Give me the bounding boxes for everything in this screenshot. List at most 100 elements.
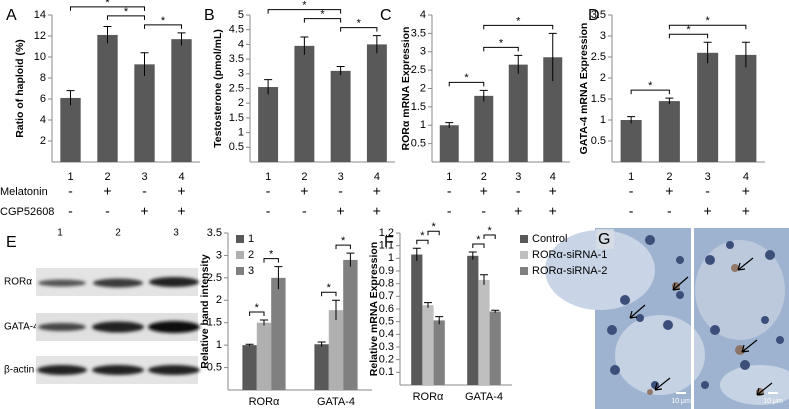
x-tick-label: RORα — [249, 396, 280, 408]
significance-bracket — [483, 24, 554, 30]
error-bar — [412, 247, 421, 261]
y-tick-label: 0.5 — [379, 316, 394, 328]
x-tick-label: 2 — [481, 171, 487, 183]
error-bar — [274, 266, 283, 290]
row-label: Melatonin — [0, 186, 48, 198]
significance-bracket — [668, 24, 747, 30]
error-bar — [741, 41, 750, 68]
significance-bracket — [107, 15, 145, 20]
lane-label: 3 — [173, 228, 179, 239]
sign: + — [549, 203, 557, 219]
y-tick-label: 3 — [420, 46, 426, 58]
significance-label: * — [705, 15, 710, 27]
bar — [474, 95, 494, 162]
sign: - — [481, 203, 486, 219]
significance-bracket — [249, 311, 265, 317]
y-tick-label: 0.7 — [379, 290, 394, 302]
sign: + — [177, 203, 185, 219]
bar — [330, 70, 351, 162]
western-blot: 1 2 3 RORα GATA-4 β-actin — [4, 228, 200, 384]
significance-bracket — [303, 18, 342, 23]
y-tick-label: 0.6 — [379, 303, 394, 315]
x-tick-label: 1 — [446, 171, 452, 183]
error-bar — [627, 116, 636, 124]
scale-bar-label: 10 μm — [763, 398, 783, 405]
error-bar — [332, 299, 340, 321]
y-tick-label: 10 — [34, 51, 46, 63]
y-tick-label: 0.5 — [229, 141, 244, 153]
y-tick-label: 5 — [238, 9, 244, 21]
panel-label: D — [588, 7, 600, 24]
y-axis-label: Testosterone (pmol/mL) — [212, 29, 224, 148]
error-bar — [245, 343, 254, 347]
y-tick-label: 0.3 — [379, 341, 394, 353]
y-tick-label: 3.5 — [229, 53, 244, 65]
x-tick-label: 2 — [666, 171, 672, 183]
bar — [294, 45, 315, 163]
y-tick-label: 3 — [216, 249, 222, 261]
sign: - — [705, 183, 710, 199]
lane-label: 1 — [57, 228, 63, 239]
y-tick-label: 4.5 — [229, 24, 244, 36]
error-bar — [435, 316, 444, 325]
y-tick-label: 1 — [420, 119, 426, 131]
x-tick-label: 3 — [141, 171, 147, 183]
sign: - — [142, 183, 147, 199]
y-tick-label: 0.4 — [379, 328, 394, 340]
significance-bracket — [630, 89, 670, 95]
significance-label: * — [648, 80, 653, 92]
error-bar — [479, 89, 488, 102]
sign: + — [742, 183, 750, 199]
sign: - — [447, 183, 452, 199]
blot-row-label: β-actin — [4, 365, 34, 376]
blot-row-label: RORα — [4, 277, 32, 288]
sign: - — [516, 183, 521, 199]
error-bar — [372, 35, 381, 54]
significance-bracket — [416, 239, 429, 245]
significance-bracket — [427, 230, 440, 236]
y-tick-label: 2.5 — [411, 64, 426, 76]
legend-label: 3 — [248, 265, 254, 277]
significance-bracket — [483, 46, 519, 52]
error-bar — [665, 97, 674, 105]
sign: - — [629, 183, 634, 199]
legend-swatch — [520, 251, 528, 259]
panel-label: B — [204, 7, 215, 24]
error-bar — [703, 41, 712, 64]
sign: + — [373, 183, 381, 199]
legend-swatch — [520, 267, 528, 275]
significance-bracket — [263, 258, 279, 263]
y-tick-label: 0.9 — [379, 265, 394, 277]
panel-label: E — [6, 234, 17, 251]
y-tick-label: 2.5 — [229, 82, 244, 94]
bar — [411, 254, 423, 385]
row-label: CGP52608 — [0, 206, 54, 218]
sign: + — [373, 203, 381, 219]
error-bar — [317, 341, 326, 347]
y-tick-label: 1.1 — [379, 240, 394, 252]
x-tick-label: 4 — [178, 171, 184, 183]
x-tick-label: GATA-4 — [317, 396, 355, 408]
x-tick-label: RORα — [413, 391, 444, 403]
bar — [242, 345, 257, 390]
y-axis-label: GATA-4 mRNA Expression — [578, 23, 590, 155]
legend-label: RORα-siRNA-1 — [532, 249, 607, 261]
y-tick-label: 2 — [238, 97, 244, 109]
bar — [697, 52, 719, 162]
error-bar — [445, 122, 454, 128]
y-tick-label: 14 — [34, 9, 46, 21]
x-tick-label: 4 — [374, 171, 380, 183]
y-tick-label: 0.5 — [591, 135, 606, 147]
sign: + — [665, 183, 673, 199]
y-tick-label: 3 — [238, 68, 244, 80]
y-tick-label: 3 — [600, 30, 606, 42]
y-tick-label: 2 — [40, 135, 46, 147]
error-bar — [177, 32, 186, 46]
y-tick-label: 2.5 — [207, 272, 222, 284]
significance-label: * — [499, 37, 504, 49]
x-tick-label: 3 — [705, 171, 711, 183]
sign: - — [667, 203, 672, 219]
sign: - — [629, 203, 634, 219]
x-tick-label: 2 — [104, 171, 110, 183]
